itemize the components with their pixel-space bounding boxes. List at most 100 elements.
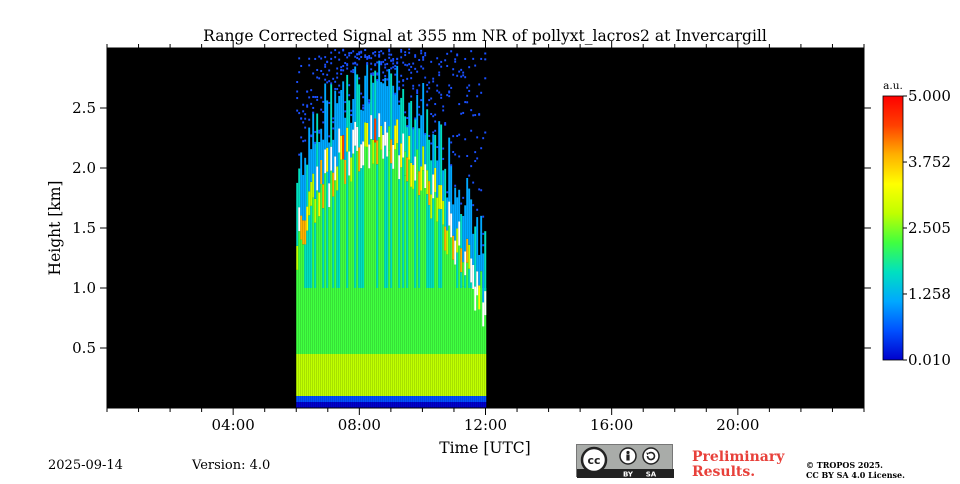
heatmap-cell bbox=[308, 396, 311, 402]
heatmap-cell bbox=[366, 146, 369, 288]
heatmap-cell bbox=[324, 402, 327, 408]
heatmap-cell bbox=[316, 402, 319, 408]
heatmap-cell bbox=[318, 141, 321, 193]
heatmap-cell bbox=[480, 402, 483, 408]
heatmap-cell bbox=[370, 57, 373, 60]
heatmap-cell bbox=[472, 204, 475, 207]
heatmap-cell bbox=[330, 51, 333, 54]
heatmap-cell bbox=[414, 54, 417, 57]
heatmap-cell bbox=[438, 288, 441, 354]
heatmap-cell bbox=[326, 81, 329, 84]
heatmap-cell bbox=[364, 49, 367, 52]
heatmap-cell bbox=[376, 79, 379, 141]
heatmap-cell bbox=[404, 48, 407, 117]
colorbar-ticks bbox=[903, 95, 907, 361]
y-tick-label: 0.5 bbox=[72, 339, 96, 357]
heatmap-cell bbox=[364, 288, 367, 354]
heatmap-cell bbox=[340, 90, 343, 136]
cc-license-badge[interactable]: cc BY SA bbox=[576, 444, 674, 479]
heatmap-cell bbox=[438, 208, 441, 288]
heatmap-cell bbox=[344, 354, 347, 396]
heatmap-cell bbox=[300, 215, 303, 240]
heatmap-cell bbox=[482, 302, 485, 327]
heatmap-cell bbox=[468, 84, 471, 87]
heatmap-cell bbox=[348, 54, 351, 57]
heatmap-cell bbox=[400, 396, 403, 402]
heatmap-cell bbox=[406, 64, 409, 67]
heatmap-cell bbox=[368, 402, 371, 408]
heatmap-cell bbox=[420, 354, 423, 396]
heatmap-cell bbox=[432, 354, 435, 396]
heatmap-cell bbox=[424, 54, 427, 57]
heatmap-cell bbox=[358, 354, 361, 396]
heatmap-cell bbox=[334, 354, 337, 396]
heatmap-cell bbox=[440, 48, 443, 125]
heatmap-cell bbox=[458, 103, 461, 106]
heatmap-cell bbox=[468, 268, 471, 288]
heatmap-cell bbox=[438, 402, 441, 408]
heatmap-cell bbox=[360, 109, 363, 145]
heatmap-cell bbox=[398, 88, 401, 91]
heatmap-cell bbox=[326, 61, 329, 64]
heatmap-cell bbox=[392, 168, 395, 288]
heatmap-cell bbox=[366, 402, 369, 408]
heatmap-cell bbox=[346, 354, 349, 396]
heatmap-cell bbox=[484, 402, 487, 408]
heatmap-cell bbox=[440, 354, 443, 396]
heatmap-cell bbox=[394, 149, 397, 288]
heatmap-cell bbox=[296, 81, 299, 84]
heatmap-cell bbox=[460, 202, 463, 205]
heatmap-cell bbox=[370, 354, 373, 396]
heatmap-cell bbox=[372, 163, 375, 288]
heatmap-cell bbox=[404, 402, 407, 408]
heatmap-cell bbox=[392, 85, 395, 145]
heatmap-cell bbox=[306, 402, 309, 408]
heatmap-cell bbox=[368, 48, 371, 102]
heatmap-cell bbox=[368, 55, 371, 58]
heatmap-cell bbox=[326, 288, 329, 354]
heatmap-cell bbox=[474, 288, 477, 354]
heatmap-cell bbox=[474, 160, 477, 163]
heatmap-cell bbox=[478, 285, 481, 310]
heatmap-cell bbox=[470, 165, 473, 168]
heatmap-cell bbox=[464, 48, 467, 206]
heatmap-cell bbox=[360, 288, 363, 354]
heatmap-cell bbox=[452, 48, 455, 205]
heatmap-cell bbox=[386, 132, 389, 157]
heatmap-cell bbox=[450, 288, 453, 354]
heatmap-cell bbox=[370, 402, 373, 408]
heatmap-cell bbox=[344, 48, 347, 118]
heatmap-cell bbox=[322, 354, 325, 396]
heatmap-cell bbox=[468, 48, 471, 189]
heatmap-cell bbox=[358, 51, 361, 54]
heatmap-cell bbox=[376, 288, 379, 354]
heatmap-cell bbox=[344, 110, 347, 113]
heatmap-cell bbox=[442, 157, 445, 160]
heatmap-cell bbox=[304, 139, 307, 142]
heatmap-cell bbox=[464, 57, 467, 60]
heatmap-cell bbox=[362, 396, 365, 402]
heatmap-cell bbox=[428, 396, 431, 402]
heatmap-cell bbox=[474, 354, 477, 396]
heatmap-cell bbox=[472, 354, 475, 396]
heatmap-cell bbox=[422, 396, 425, 402]
heatmap-cell bbox=[392, 57, 395, 60]
colorbar bbox=[882, 95, 904, 361]
heatmap-cell bbox=[362, 402, 365, 408]
heatmap-cell bbox=[474, 402, 477, 408]
heatmap-cell bbox=[374, 354, 377, 396]
heatmap-cell bbox=[338, 128, 341, 153]
heatmap-cell bbox=[314, 396, 317, 402]
heatmap-cell bbox=[462, 71, 465, 74]
heatmap-cell bbox=[298, 71, 301, 74]
heatmap-cell bbox=[476, 354, 479, 396]
heatmap-cell bbox=[318, 129, 321, 132]
heatmap-cell bbox=[462, 111, 465, 114]
heatmap-cell bbox=[446, 230, 449, 255]
heatmap-cell bbox=[464, 396, 467, 402]
x-tick-label: 12:00 bbox=[464, 416, 507, 434]
heatmap-cell bbox=[300, 354, 303, 396]
heatmap-cell bbox=[342, 69, 345, 72]
heatmap-cell bbox=[330, 82, 333, 85]
